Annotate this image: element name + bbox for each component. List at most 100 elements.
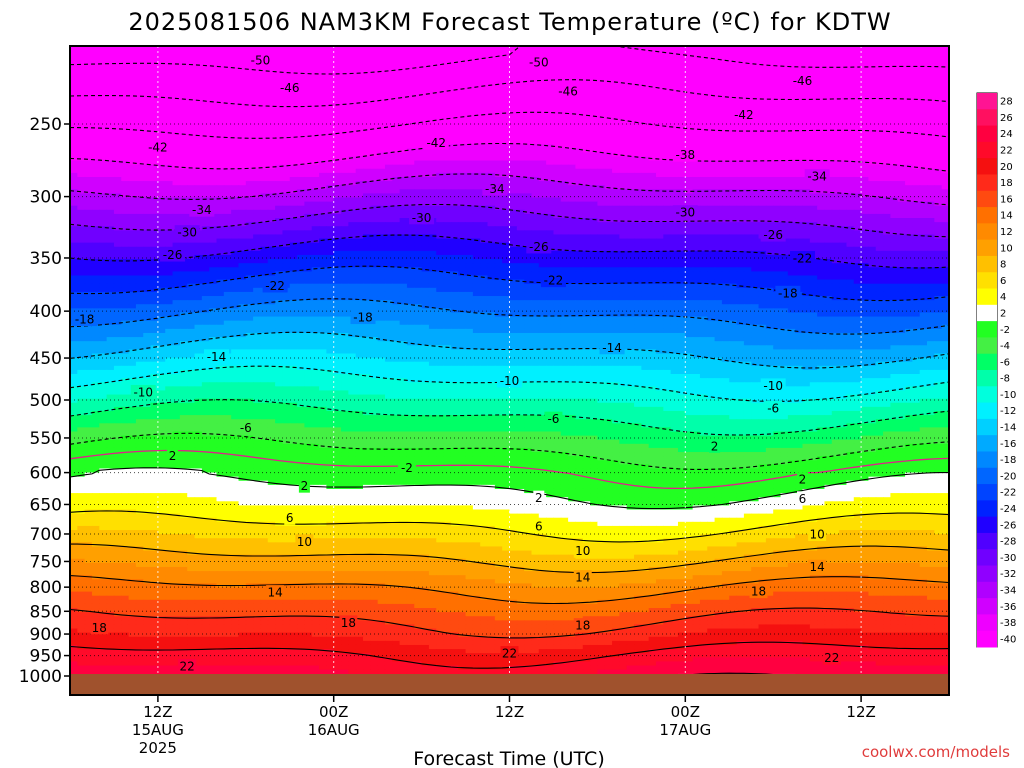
temperature-cell (853, 160, 862, 166)
temperature-cell (787, 57, 796, 63)
temperature-cell (370, 111, 379, 116)
temperature-cell (743, 152, 752, 158)
temperature-cell (721, 172, 730, 178)
temperature-cell (77, 135, 86, 141)
temperature-cell (641, 53, 650, 59)
temperature-cell (348, 111, 357, 116)
temperature-cell (780, 115, 789, 121)
temperature-cell (297, 181, 305, 186)
temperature-cell (809, 189, 818, 194)
temperature-cell (583, 37, 591, 42)
temperature-cell (384, 49, 393, 55)
temperature-cell (612, 193, 620, 199)
temperature-cell (524, 107, 533, 112)
temperature-cell (172, 98, 181, 104)
temperature-cell (795, 37, 803, 42)
temperature-cell (553, 46, 562, 51)
temperature-cell (699, 90, 708, 96)
temperature-cell (143, 123, 152, 129)
temperature-cell (582, 46, 591, 51)
temperature-cell (143, 94, 152, 100)
temperature-cell (421, 53, 430, 59)
temperature-cell (84, 107, 93, 112)
temperature-cell (773, 164, 782, 170)
temperature-cell (201, 189, 210, 194)
temperature-cell (941, 127, 949, 133)
temperature-cell (546, 193, 555, 199)
temperature-cell (502, 160, 511, 166)
temperature-cell (619, 66, 628, 71)
temperature-cell (795, 140, 804, 145)
temperature-cell (531, 123, 540, 129)
temperature-cell (172, 172, 181, 178)
temperature-cell (831, 144, 840, 149)
temperature-cell (912, 74, 921, 80)
temperature-cell (363, 123, 371, 129)
temperature-cell (553, 189, 562, 194)
temperature-cell (472, 103, 481, 108)
temperature-cell (509, 164, 518, 170)
temperature-cell (245, 86, 254, 92)
temperature-cell (150, 185, 159, 190)
temperature-cell (568, 46, 577, 51)
temperature-cell (421, 57, 430, 63)
temperature-cell (128, 57, 137, 63)
temperature-cell (106, 189, 115, 194)
temperature-cell (897, 78, 906, 84)
temperature-cell (839, 62, 848, 67)
temperature-cell (421, 131, 430, 137)
temperature-cell (509, 135, 518, 141)
temperature-cell (311, 123, 320, 129)
temperature-cell (531, 144, 540, 149)
temperature-cell (898, 25, 906, 30)
temperature-cell (604, 107, 613, 112)
temperature-cell (546, 74, 555, 80)
temperature-cell (275, 135, 284, 141)
temperature-cell (487, 131, 496, 137)
temperature-cell (502, 70, 511, 75)
temperature-cell (656, 123, 664, 129)
temperature-cell (619, 185, 628, 190)
temperature-cell (143, 185, 152, 190)
temperature-cell (751, 70, 760, 75)
temperature-cell (568, 148, 577, 153)
temperature-cell (150, 74, 159, 80)
temperature-cell (546, 49, 555, 55)
temperature-cell (919, 176, 928, 182)
temperature-cell (187, 115, 196, 121)
temperature-cell (729, 70, 738, 75)
temperature-cell (538, 78, 547, 84)
temperature-cell (121, 115, 130, 121)
temperature-cell (634, 140, 642, 145)
temperature-cell (560, 78, 569, 84)
temperature-cell (927, 70, 935, 75)
temperature-cell (428, 74, 437, 80)
temperature-cell (84, 172, 93, 178)
temperature-cell (677, 57, 686, 63)
temperature-cell (341, 148, 349, 153)
temperature-cell (861, 57, 870, 63)
temperature-cell (612, 135, 620, 141)
temperature-cell (91, 46, 100, 51)
temperature-cell (238, 90, 247, 96)
temperature-cell (612, 37, 620, 42)
temperature-cell (201, 181, 210, 186)
temperature-cell (568, 115, 577, 121)
temperature-cell (641, 111, 650, 116)
temperature-cell (538, 70, 547, 75)
temperature-cell (414, 70, 423, 75)
temperature-cell (773, 119, 782, 125)
temperature-cell (568, 189, 577, 194)
temperature-cell (282, 131, 291, 137)
temperature-cell (612, 107, 620, 112)
temperature-cell (883, 107, 891, 112)
temperature-cell (670, 46, 679, 51)
temperature-cell (179, 66, 188, 71)
temperature-cell (85, 37, 93, 42)
temperature-cell (839, 152, 848, 158)
temperature-cell (677, 66, 686, 71)
temperature-cell (802, 164, 811, 170)
temperature-cell (341, 57, 349, 63)
temperature-cell (670, 160, 679, 166)
temperature-cell (502, 168, 511, 174)
